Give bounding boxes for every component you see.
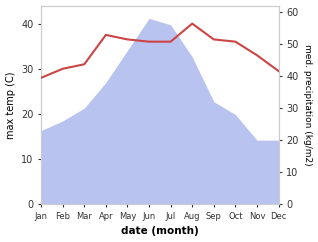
X-axis label: date (month): date (month)	[121, 227, 199, 236]
Y-axis label: max temp (C): max temp (C)	[5, 71, 16, 139]
Y-axis label: med. precipitation (kg/m2): med. precipitation (kg/m2)	[303, 44, 313, 166]
